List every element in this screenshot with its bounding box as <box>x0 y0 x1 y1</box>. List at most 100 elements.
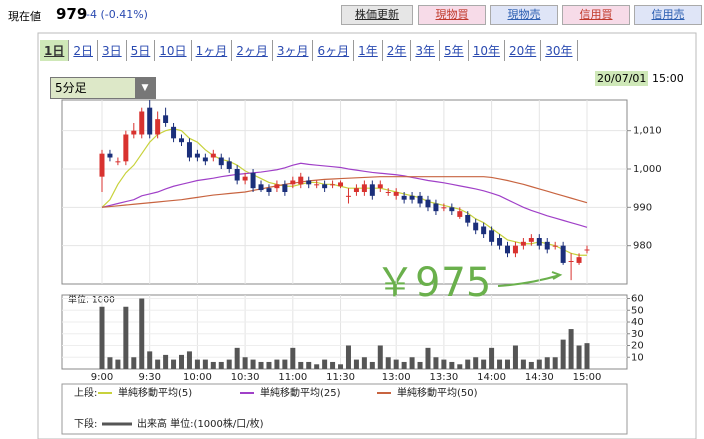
volume-bar <box>345 345 351 369</box>
candle-body <box>409 195 415 200</box>
volume-bar <box>242 357 248 369</box>
period-tab[interactable]: 6ヶ月 <box>313 40 355 61</box>
price-change: -4 (-0.41%) <box>86 8 148 21</box>
candle-body <box>520 241 526 246</box>
candle-body <box>473 222 479 231</box>
button[interactable]: 信用買 <box>562 5 630 25</box>
volume-bar <box>171 359 177 369</box>
period-tab[interactable]: 1年 <box>354 40 383 61</box>
y-tick-label: 40 <box>631 317 644 328</box>
volume-bar <box>481 359 487 369</box>
volume-bar <box>234 347 240 369</box>
volume-bar <box>115 359 121 369</box>
volume-bar <box>155 359 161 369</box>
candle-body <box>512 245 518 254</box>
volume-bar <box>226 359 232 369</box>
moving-average-line <box>101 176 588 208</box>
candle-body <box>401 195 407 200</box>
period-tab[interactable]: 2年 <box>383 40 412 61</box>
volume-bar <box>322 359 328 369</box>
period-tab[interactable]: 2日 <box>69 40 98 61</box>
volume-bar <box>568 329 574 369</box>
period-tab[interactable]: 1日 <box>40 40 70 61</box>
x-tick-label: 9:00 <box>91 372 113 383</box>
dropdown-arrow: ▼ <box>135 78 155 98</box>
button[interactable]: 株価更新 <box>341 5 413 25</box>
candle-body <box>147 107 153 135</box>
period-tab[interactable]: 3ヶ月 <box>273 40 314 61</box>
candle-body <box>194 153 200 158</box>
candle-body <box>369 184 375 196</box>
period-tab[interactable]: 3日 <box>98 40 127 61</box>
candle-body <box>338 182 344 187</box>
x-tick-label: 11:00 <box>278 372 307 383</box>
candle-body <box>425 199 431 208</box>
x-tick-label: 13:00 <box>382 372 411 383</box>
candle-body <box>314 184 320 186</box>
candle-body <box>568 261 574 262</box>
y-tick-label: 20 <box>631 341 644 352</box>
volume-bar <box>520 359 526 369</box>
volume-bar <box>465 359 471 369</box>
candle-body <box>536 238 542 246</box>
candle-body <box>560 245 566 263</box>
volume-bar <box>441 359 447 369</box>
period-tab[interactable]: 10年 <box>469 40 505 61</box>
candle-body <box>489 230 495 242</box>
volume-bar <box>258 361 264 369</box>
x-tick-label: 10:30 <box>231 372 260 383</box>
moving-average-line <box>101 162 588 228</box>
candle-body <box>115 161 121 163</box>
date: 20/07/01 <box>595 71 649 86</box>
candle-body <box>266 188 272 192</box>
interval-label: 5分足 <box>55 81 87 95</box>
candle-body <box>504 245 510 254</box>
volume-bar <box>99 306 105 369</box>
volume-bar <box>330 361 336 369</box>
volume-bar <box>504 359 510 369</box>
volume-bar <box>584 343 590 369</box>
period-tab[interactable]: 5年 <box>440 40 469 61</box>
period-tab[interactable]: 5日 <box>127 40 156 61</box>
candle-body <box>163 115 169 123</box>
volume-bar <box>457 364 463 369</box>
candle-body <box>107 153 113 158</box>
candle-body <box>250 172 256 189</box>
volume-bar <box>314 364 320 369</box>
volume-bar <box>393 359 399 369</box>
y-tick-label: 1,000 <box>633 164 662 175</box>
x-tick-label: 14:00 <box>477 372 506 383</box>
volume-bar <box>298 361 304 369</box>
volume-bar <box>377 345 383 369</box>
x-tick-label: 10:00 <box>183 372 212 383</box>
legend-label: 単純移動平均(5) <box>118 386 192 399</box>
candle-body <box>330 184 336 186</box>
period-tab[interactable]: 10日 <box>155 40 192 61</box>
interval-select[interactable]: 5分足 ▼ <box>50 77 156 99</box>
volume-bar <box>417 361 423 369</box>
button[interactable]: 信用売 <box>634 5 702 25</box>
period-tab[interactable]: 2ヶ月 <box>232 40 273 61</box>
volume-bar <box>560 339 566 369</box>
price-frame <box>61 99 628 285</box>
period-tab[interactable]: 20年 <box>505 40 542 61</box>
button[interactable]: 現物売 <box>490 5 558 25</box>
volume-bar <box>473 357 479 369</box>
y-tick-label: 990 <box>633 202 652 213</box>
volume-bar <box>250 359 256 369</box>
volume-bar <box>401 361 407 369</box>
x-tick-label: 13:30 <box>429 372 458 383</box>
period-tab[interactable]: 30年 <box>541 40 578 61</box>
period-tab[interactable]: 1ヶ月 <box>192 40 233 61</box>
volume-bar <box>576 345 582 369</box>
candle-body <box>258 184 264 191</box>
candle-body <box>282 184 288 192</box>
y-tick-label: 30 <box>631 329 644 340</box>
volume-bar <box>489 347 495 369</box>
volume-bar <box>210 361 216 369</box>
period-tab[interactable]: 3年 <box>411 40 441 61</box>
button[interactable]: 現物買 <box>418 5 486 25</box>
legend-label: 単純移動平均(25) <box>260 386 341 399</box>
candle-body <box>449 207 455 212</box>
candle-body <box>306 180 312 185</box>
